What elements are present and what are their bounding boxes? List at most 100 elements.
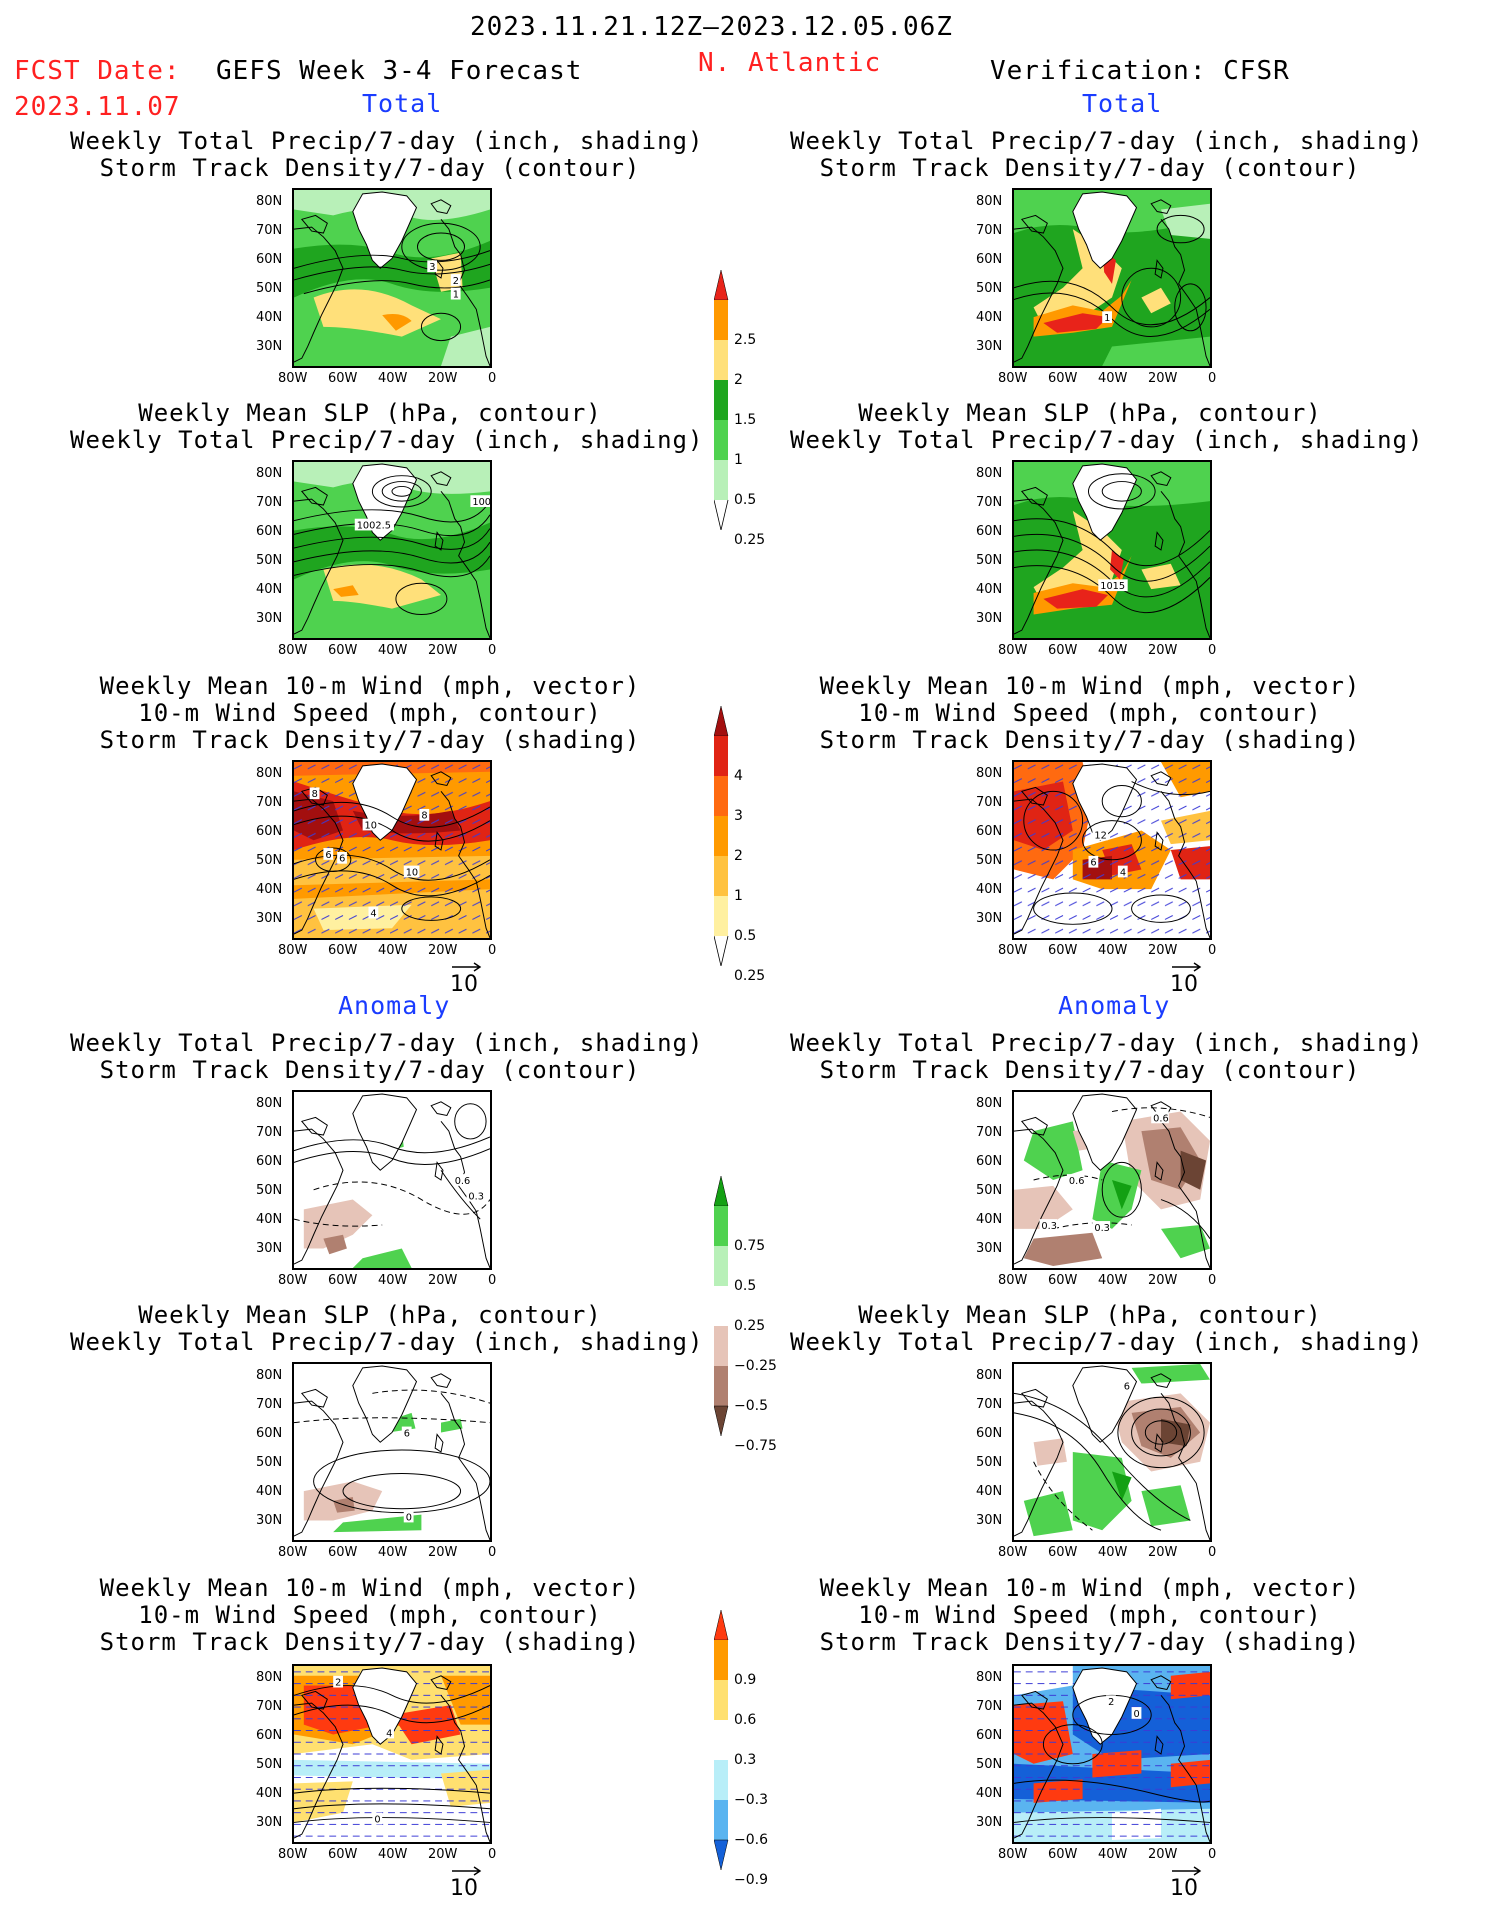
lat-tick-label: 70N — [976, 1125, 1003, 1140]
lat-tick-label: 40N — [256, 310, 283, 325]
contour-label: 6 — [325, 850, 331, 861]
arrow-icon — [1172, 962, 1202, 972]
lat-tick-label: 50N — [976, 1455, 1003, 1470]
lat-tick-label: 30N — [256, 1513, 283, 1528]
contour-label: 0 — [406, 1512, 412, 1523]
title-fc-wind-storm-anom: Weekly Mean 10-m Wind (mph, vector) 10-m… — [99, 1574, 641, 1656]
map-verification-slp-precip-anomaly: 6 — [1012, 1362, 1212, 1542]
lon-tick-label: 0 — [1208, 943, 1217, 958]
contour-label: 12 — [1094, 830, 1106, 841]
lon-tick-label: 80W — [278, 371, 308, 386]
lon-tick-label: 60W — [1048, 943, 1078, 958]
contour-label: 0 — [374, 1814, 380, 1825]
lon-tick-label: 20W — [1148, 1273, 1178, 1288]
colorbar-label: 1.5 — [734, 412, 757, 428]
colorbar-arrow-top — [713, 269, 729, 301]
contour-label: 6 — [339, 854, 345, 865]
colorbar-precip-total — [713, 269, 734, 534]
lat-tick-label: 50N — [256, 1183, 283, 1198]
lon-tick-label: 0 — [488, 371, 497, 386]
lon-tick-label: 20W — [1148, 643, 1178, 658]
lat-tick-label: 50N — [976, 1183, 1003, 1198]
lon-tick-label: 40W — [378, 371, 408, 386]
lat-tick-label: 50N — [256, 1455, 283, 1470]
contour-label: 6 — [404, 1428, 410, 1439]
lat-tick-label: 40N — [256, 1786, 283, 1801]
lon-tick-label: 20W — [428, 643, 458, 658]
contour-label: 0.3 — [1094, 1223, 1110, 1234]
lon-tick-label: 80W — [278, 1847, 308, 1862]
fcst-date-value: 2023.11.07 — [14, 92, 181, 122]
lon-tick-label: 60W — [1048, 1273, 1078, 1288]
title-fc-precip-storm-anom: Weekly Total Precip/7-day (inch, shading… — [70, 1029, 704, 1084]
lon-tick-label: 80W — [998, 371, 1028, 386]
lon-tick-label: 60W — [328, 371, 358, 386]
lat-tick-label: 30N — [256, 911, 283, 926]
colorbar-label: 0.3 — [734, 1752, 757, 1768]
lon-tick-label: 80W — [998, 1847, 1028, 1862]
section-total-left: Total — [362, 89, 443, 118]
lat-tick-label: 80N — [976, 1368, 1003, 1383]
colorbar-segment — [714, 1760, 728, 1800]
vector-reference-right-anomaly: 10 — [1170, 1866, 1204, 1901]
contour-label: 4 — [370, 908, 376, 919]
colorbar-label: 0.75 — [734, 1238, 766, 1254]
map-verification-wind-storm-total: 12 6 4 — [1012, 760, 1212, 940]
lon-tick-label: 40W — [1098, 943, 1128, 958]
lat-tick-label: 80N — [976, 194, 1003, 209]
contour-label: 2 — [1108, 1697, 1114, 1708]
lat-tick-label: 40N — [976, 582, 1003, 597]
contour-label: 0.6 — [455, 1176, 471, 1187]
lon-tick-label: 80W — [998, 643, 1028, 658]
lon-tick-label: 40W — [378, 1545, 408, 1560]
colorbar-label: −0.75 — [734, 1438, 777, 1454]
vector-reference-value: 10 — [1170, 972, 1198, 997]
fcst-date-label: FCST Date: — [14, 56, 181, 86]
colorbar-segment — [714, 420, 728, 460]
lat-tick-label: 40N — [976, 1212, 1003, 1227]
lat-tick-label: 30N — [976, 1241, 1003, 1256]
lat-tick-label: 70N — [976, 495, 1003, 510]
lon-tick-label: 0 — [488, 1273, 497, 1288]
lat-tick-label: 60N — [256, 1728, 283, 1743]
colorbar-label: −0.3 — [734, 1792, 768, 1808]
colorbar-label: 0.5 — [734, 928, 757, 944]
vector-reference-left-total: 10 — [450, 962, 484, 997]
lat-tick-label: 60N — [976, 1728, 1003, 1743]
colorbar-arrow-top — [713, 1175, 729, 1207]
lon-tick-label: 40W — [1098, 1847, 1128, 1862]
lon-tick-label: 20W — [1148, 1545, 1178, 1560]
contour-label: 6 — [1124, 1381, 1130, 1392]
colorbar-segment — [714, 1366, 728, 1406]
vector-reference-value: 10 — [450, 1876, 478, 1901]
colorbar-segment — [714, 1246, 728, 1286]
colorbar-label: 2.5 — [734, 332, 757, 348]
lon-tick-label: 0 — [488, 1847, 497, 1862]
lon-tick-label: 40W — [378, 943, 408, 958]
contour-label: 10 — [365, 820, 377, 831]
lon-tick-label: 60W — [1048, 1545, 1078, 1560]
lat-tick-label: 50N — [976, 853, 1003, 868]
colorbar-label: 0.5 — [734, 492, 757, 508]
lat-tick-label: 30N — [976, 339, 1003, 354]
map-verification-precip-storm-anomaly: 0.6 0.6 0.3 0.3 — [1012, 1090, 1212, 1270]
lat-tick-label: 80N — [976, 766, 1003, 781]
lat-tick-label: 70N — [976, 1699, 1003, 1714]
lon-tick-label: 20W — [428, 371, 458, 386]
arrow-icon — [452, 962, 482, 972]
colorbar-segment — [714, 1286, 728, 1326]
lon-tick-label: 40W — [1098, 1273, 1128, 1288]
section-anomaly-left: Anomaly — [338, 991, 451, 1020]
colorbar-segment — [714, 1680, 728, 1720]
verification-label: Verification: CFSR — [990, 56, 1290, 86]
lat-tick-label: 60N — [256, 824, 283, 839]
contour-label: 1 — [453, 290, 459, 301]
lon-tick-label: 0 — [1208, 1545, 1217, 1560]
lat-tick-label: 60N — [976, 824, 1003, 839]
lon-tick-label: 0 — [1208, 371, 1217, 386]
arrow-icon — [452, 1866, 482, 1876]
colorbar-label: 0.25 — [734, 532, 766, 548]
contour-label: 1 — [1104, 313, 1110, 324]
region-label: N. Atlantic — [698, 48, 882, 78]
lat-tick-label: 30N — [976, 911, 1003, 926]
